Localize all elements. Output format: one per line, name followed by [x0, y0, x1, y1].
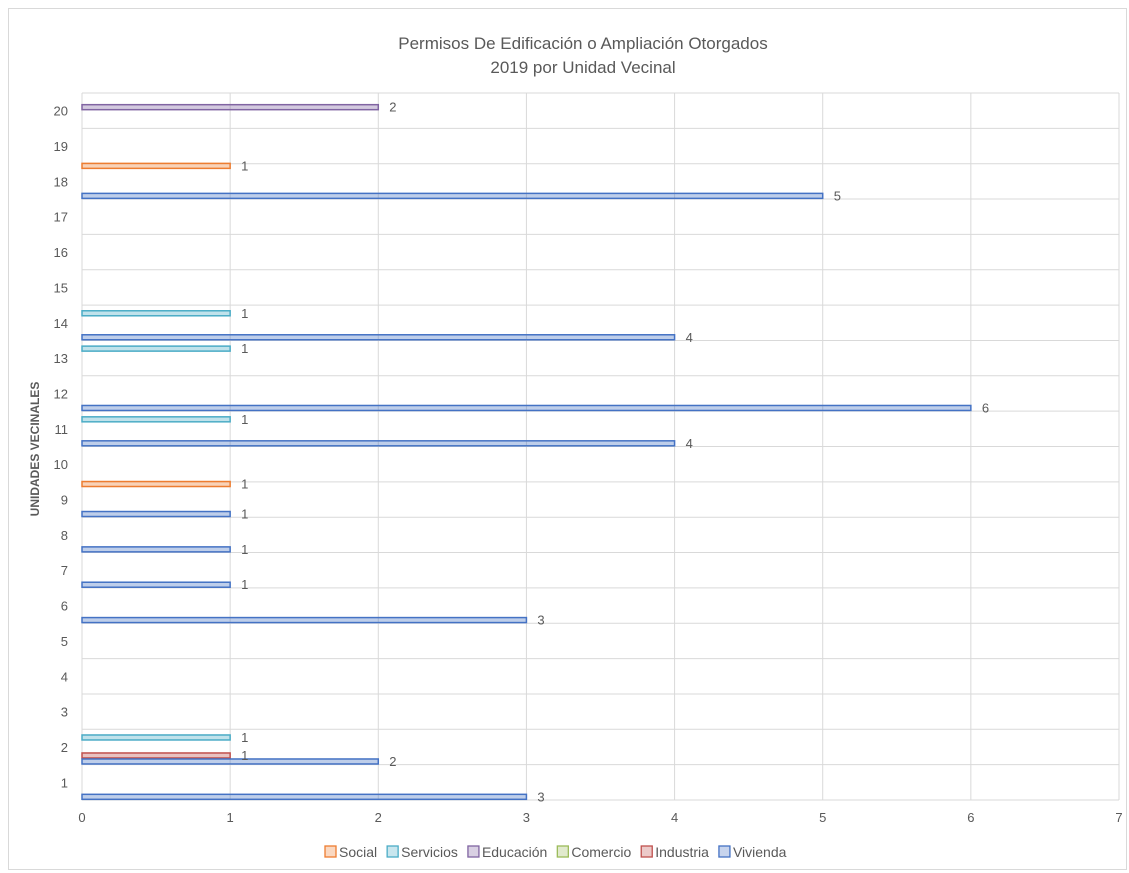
legend-item-vivienda: Vivienda: [718, 844, 787, 860]
bar-vivienda: [81, 192, 824, 200]
data-label: 3: [537, 789, 544, 804]
bar-vivienda: [81, 616, 528, 624]
data-label: 1: [241, 730, 248, 745]
bar-vivienda: [81, 581, 231, 588]
chart-title-line-2: 2019 por Unidad Vecinal: [490, 58, 675, 77]
legend-item-educación: Educación: [467, 844, 547, 860]
y-tick-label: 18: [54, 174, 68, 189]
chart-frame: Permisos De Edificación o Ampliación Oto…: [8, 8, 1127, 870]
legend: Social Servicios Educación Comercio Industri…: [324, 844, 787, 860]
y-tick-label: 2: [61, 740, 68, 755]
legend-item-social: Social: [324, 844, 377, 860]
chart-title: Permisos De Edificación o Ampliación Oto…: [398, 34, 767, 77]
bar-vivienda: [81, 758, 380, 765]
x-tick-label: 6: [967, 810, 974, 825]
y-tick-label: 4: [61, 669, 68, 684]
data-label: 1: [241, 341, 248, 356]
legend-label: Vivienda: [733, 844, 787, 860]
y-tick-label: 11: [55, 422, 69, 437]
legend-label: Social: [339, 844, 377, 860]
y-tick-label: 20: [54, 104, 68, 119]
gridlines: [81, 92, 1120, 801]
chart-title-line-1: Permisos De Edificación o Ampliación Oto…: [398, 34, 767, 53]
x-tick-label: 1: [227, 810, 234, 825]
data-labels: 3 1 1 2 3 1 1 1 1 1 4 6 1 1 4 1 5 2: [241, 100, 989, 805]
legend-item-comercio: Comercio: [556, 844, 631, 860]
y-tick-label: 14: [54, 316, 68, 331]
y-tick-label: 10: [54, 457, 68, 472]
x-tick-label: 2: [375, 810, 382, 825]
y-tick-label: 7: [61, 563, 68, 578]
y-axis-title: UNIDADES VECINALES: [28, 382, 42, 517]
x-axis-ticks: 0 1 2 3 4 5 6 7: [78, 810, 1122, 825]
data-label: 3: [537, 613, 544, 628]
x-tick-label: 4: [671, 810, 678, 825]
data-label: 6: [982, 400, 989, 415]
bar-educación: [81, 103, 380, 111]
y-tick-label: 12: [54, 386, 68, 401]
y-tick-label: 6: [61, 599, 68, 614]
data-label: 1: [241, 507, 248, 522]
bar-servicios: [81, 416, 231, 423]
data-label: 1: [241, 477, 248, 492]
x-tick-label: 5: [819, 810, 826, 825]
legend-label: Industria: [655, 844, 709, 860]
y-tick-label: 19: [54, 139, 68, 154]
legend-swatch: [467, 845, 480, 858]
bar-servicios: [81, 734, 231, 741]
bar-chart: Permisos De Edificación o Ampliación Oto…: [28, 34, 1123, 860]
legend-item-industria: Industria: [640, 844, 709, 860]
x-tick-label: 0: [78, 810, 85, 825]
bar-servicios: [81, 345, 231, 352]
legend-label: Servicios: [401, 844, 458, 860]
legend-swatch: [718, 845, 731, 858]
legend-swatch: [556, 845, 569, 858]
bar-vivienda: [81, 334, 676, 341]
bar-vivienda: [81, 793, 528, 801]
y-tick-label: 15: [54, 280, 68, 295]
data-label: 1: [241, 306, 248, 321]
y-tick-label: 17: [54, 210, 68, 225]
data-label: 5: [834, 188, 841, 203]
bar-industria: [81, 752, 231, 759]
bar-vivienda: [81, 546, 231, 553]
legend-swatch: [324, 845, 337, 858]
y-tick-label: 13: [54, 351, 68, 366]
bar-vivienda: [81, 510, 231, 518]
data-label: 1: [241, 412, 248, 427]
bar-vivienda: [81, 404, 972, 412]
y-tick-label: 9: [61, 493, 68, 508]
bar-servicios: [81, 310, 231, 317]
data-label: 1: [241, 158, 248, 173]
y-tick-label: 16: [54, 245, 68, 260]
data-label: 1: [241, 542, 248, 557]
legend-swatch: [640, 845, 653, 858]
bar-social: [81, 162, 231, 170]
y-tick-label: 3: [61, 705, 68, 720]
data-label: 2: [389, 100, 396, 115]
legend-item-servicios: Servicios: [386, 844, 458, 860]
legend-label: Educación: [482, 844, 547, 860]
data-label: 2: [389, 754, 396, 769]
x-tick-label: 3: [523, 810, 530, 825]
bar-vivienda: [81, 440, 676, 447]
legend-label: Comercio: [571, 844, 631, 860]
y-tick-label: 8: [61, 528, 68, 543]
y-tick-label: 1: [61, 775, 68, 790]
bars: [81, 103, 972, 801]
data-label: 4: [686, 330, 693, 345]
data-label: 1: [241, 748, 248, 763]
legend-swatch: [386, 845, 399, 858]
bar-social: [81, 480, 231, 488]
x-tick-label: 7: [1115, 810, 1122, 825]
data-label: 4: [686, 436, 693, 451]
y-tick-label: 5: [61, 634, 68, 649]
data-label: 1: [241, 577, 248, 592]
